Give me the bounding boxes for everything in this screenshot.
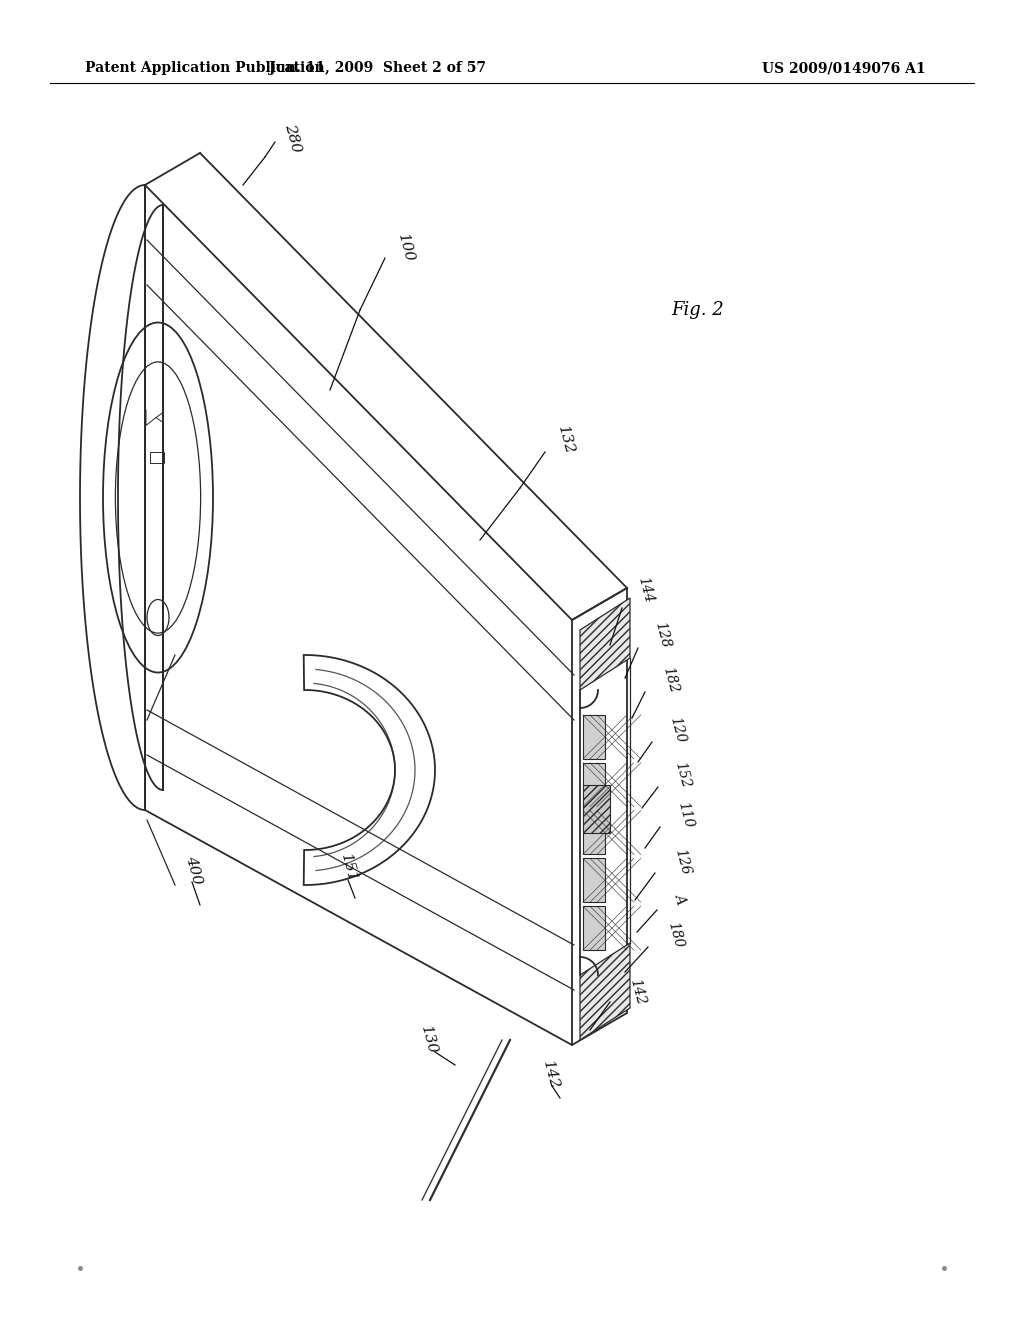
Text: 100: 100 (395, 232, 416, 264)
Bar (583, 858, 605, 902)
Bar (150, 451, 164, 462)
Text: 142: 142 (540, 1059, 561, 1090)
Text: 144: 144 (635, 576, 655, 605)
Text: 120: 120 (667, 715, 687, 744)
Bar (583, 784, 610, 833)
Text: Fig. 2: Fig. 2 (672, 301, 724, 319)
Text: 142: 142 (627, 977, 647, 1007)
Text: US 2009/0149076 A1: US 2009/0149076 A1 (762, 61, 926, 75)
Polygon shape (580, 942, 630, 1040)
Text: A: A (672, 891, 688, 904)
Text: 152: 152 (672, 760, 692, 789)
Text: Patent Application Publication: Patent Application Publication (85, 61, 325, 75)
Text: 151: 151 (338, 853, 359, 884)
Text: Jun. 11, 2009  Sheet 2 of 57: Jun. 11, 2009 Sheet 2 of 57 (269, 61, 486, 75)
Text: 132: 132 (555, 424, 577, 455)
Text: 126: 126 (672, 847, 692, 876)
Text: 130: 130 (418, 1024, 439, 1056)
Bar (583, 715, 605, 759)
Text: 280: 280 (282, 121, 303, 154)
Bar (583, 907, 605, 950)
Text: 180: 180 (665, 920, 685, 949)
Text: 110: 110 (675, 800, 695, 830)
Text: 400: 400 (183, 854, 204, 886)
Bar (583, 763, 605, 807)
Polygon shape (580, 598, 630, 690)
Text: 128: 128 (652, 620, 673, 649)
Text: 182: 182 (660, 665, 680, 694)
Bar (583, 810, 605, 854)
